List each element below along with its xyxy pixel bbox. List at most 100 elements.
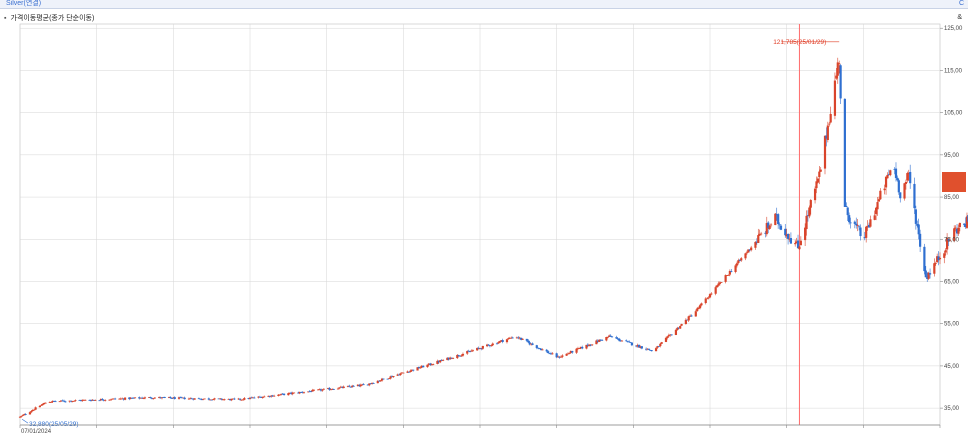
candle-body bbox=[30, 411, 33, 413]
candle-body bbox=[704, 298, 707, 304]
candle-body bbox=[697, 307, 700, 309]
candle-body bbox=[163, 397, 166, 398]
candle-body bbox=[680, 324, 683, 326]
y-tick-label: 115,00 bbox=[944, 68, 963, 74]
candle-body bbox=[300, 392, 303, 393]
candle-body bbox=[480, 348, 483, 349]
candle-body bbox=[270, 395, 273, 397]
candle-body bbox=[167, 397, 171, 398]
candle-body bbox=[877, 199, 881, 202]
candle-body bbox=[718, 282, 722, 284]
candle-body bbox=[779, 225, 783, 230]
candle-body bbox=[150, 398, 154, 399]
candle-body bbox=[233, 398, 236, 400]
candle-body bbox=[768, 225, 771, 230]
candle-body bbox=[298, 392, 301, 394]
chart-grid bbox=[19, 23, 941, 426]
candle-body bbox=[660, 342, 663, 344]
candle-body bbox=[505, 339, 509, 343]
candle-body bbox=[649, 349, 652, 351]
candle-body bbox=[566, 353, 570, 355]
candle-body bbox=[446, 357, 449, 361]
candle-body bbox=[893, 168, 896, 170]
candles bbox=[18, 57, 968, 419]
candle-body bbox=[410, 369, 413, 371]
candle-body bbox=[936, 256, 939, 263]
candle-body bbox=[427, 363, 430, 365]
candle-body bbox=[369, 383, 372, 385]
candle-body bbox=[221, 399, 225, 401]
legend-bullet-icon: ▪ bbox=[4, 15, 7, 22]
candle-body bbox=[917, 224, 920, 235]
candle-body bbox=[777, 214, 780, 225]
candle-body bbox=[823, 135, 827, 169]
candle-body bbox=[887, 174, 890, 176]
candle-body bbox=[38, 405, 41, 408]
candle-body bbox=[545, 349, 548, 352]
candle-body bbox=[94, 400, 97, 401]
candle-body bbox=[481, 345, 484, 349]
candle-body bbox=[290, 392, 293, 394]
candle-body bbox=[636, 344, 639, 347]
candle-body bbox=[818, 171, 821, 177]
candle-body bbox=[332, 389, 335, 390]
candle-body bbox=[437, 361, 440, 363]
candle-body bbox=[919, 233, 922, 247]
candle-body bbox=[476, 347, 479, 351]
candle-body bbox=[149, 397, 152, 399]
candle-body bbox=[131, 397, 134, 399]
candle-body bbox=[182, 397, 185, 399]
candle-body bbox=[417, 367, 421, 369]
candle-body bbox=[139, 397, 142, 399]
candle-body bbox=[390, 376, 394, 378]
candle-body bbox=[531, 343, 534, 345]
candle-body bbox=[490, 345, 493, 346]
candle-body bbox=[24, 413, 27, 415]
candle-body bbox=[720, 282, 723, 283]
candle-body bbox=[947, 239, 950, 241]
candle-body bbox=[170, 398, 174, 399]
candle-body bbox=[937, 256, 940, 261]
candle-body bbox=[152, 398, 155, 400]
candle-body bbox=[690, 315, 693, 317]
candle-body bbox=[261, 396, 264, 398]
candle-body bbox=[730, 271, 733, 272]
candle-body bbox=[292, 392, 296, 394]
candle-body bbox=[172, 397, 175, 399]
candle-body bbox=[674, 329, 678, 335]
candle-body bbox=[132, 397, 135, 399]
candle-body bbox=[537, 347, 540, 349]
candle-body bbox=[160, 397, 164, 399]
candle-body bbox=[92, 399, 95, 401]
candle-body bbox=[889, 170, 892, 176]
candle-body bbox=[734, 265, 737, 273]
candle-body bbox=[84, 399, 87, 401]
candle-body bbox=[630, 342, 634, 346]
candle-body bbox=[535, 345, 538, 348]
candle-body bbox=[767, 222, 770, 228]
candle-body bbox=[928, 273, 932, 275]
candle-body bbox=[50, 402, 53, 403]
candle-body bbox=[677, 327, 680, 329]
candle-body bbox=[856, 225, 859, 227]
candle-body bbox=[58, 401, 61, 403]
candle-body bbox=[70, 400, 73, 402]
candle-body bbox=[934, 262, 937, 264]
candle-body bbox=[362, 384, 365, 386]
y-axis: 125,00 115,00 105,00 95,00 85,00 75,00 65,00 55… bbox=[940, 26, 963, 412]
candle-body bbox=[728, 271, 731, 275]
candle-body bbox=[758, 233, 761, 236]
y-tick-label: 45,00 bbox=[944, 364, 960, 370]
candle-body bbox=[706, 298, 709, 300]
candle-body bbox=[64, 401, 67, 403]
y-tick-label: 55,00 bbox=[944, 322, 960, 328]
candle-body bbox=[819, 169, 822, 172]
candle-body bbox=[778, 224, 781, 226]
candle-body bbox=[319, 389, 323, 391]
candle-body bbox=[148, 397, 151, 398]
candle-body bbox=[351, 385, 354, 388]
candle-body bbox=[897, 180, 900, 193]
candle-body bbox=[478, 348, 482, 350]
candle-body bbox=[397, 374, 401, 376]
